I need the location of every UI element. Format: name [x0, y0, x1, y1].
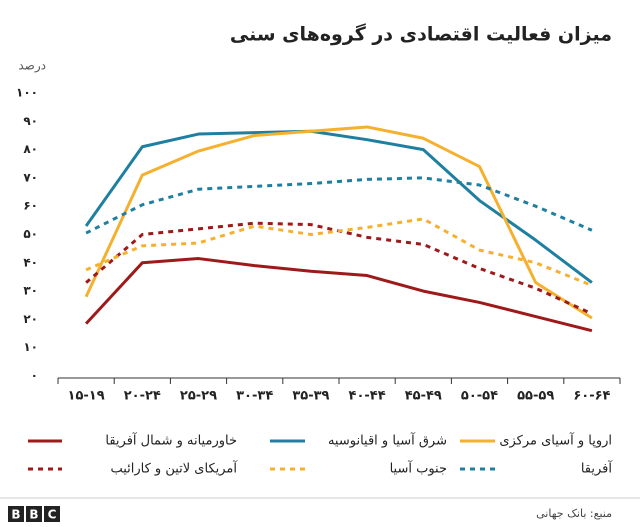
legend-label: خاورمیانه و شمال آفریقا — [105, 432, 237, 449]
y-tick-label: ۸۰ — [23, 142, 38, 156]
y-tick-label: ۵۰ — [23, 227, 38, 241]
y-axis-label: درصد — [18, 59, 46, 74]
y-tick-label: ۹۰ — [23, 114, 38, 128]
y-tick-label: ۲۰ — [23, 312, 38, 326]
y-tick-label: ۷۰ — [23, 170, 38, 184]
logo-box — [8, 506, 24, 522]
series-line — [85, 217, 593, 287]
logo-box — [44, 506, 60, 522]
x-tick-label: ۳۰-۳۴ — [236, 389, 273, 404]
x-tick-label: ۶۰-۶۴ — [573, 389, 610, 404]
series-line — [84, 125, 593, 320]
y-tick-label: ۶۰ — [23, 199, 38, 213]
y-tick-label: ۰ — [31, 369, 38, 383]
legend-label: شرق آسیا و اقیانوسیه — [328, 432, 447, 449]
logo-letter: B — [29, 508, 38, 522]
legend-label: اروپا و آسیای مرکزی — [499, 432, 612, 449]
legend-label: جنوب آسیا — [390, 460, 447, 477]
chart-title: میزان فعالیت اقتصادی در گروه‌های سنی — [230, 23, 612, 46]
series-line — [85, 176, 593, 235]
y-tick-label: ۴۰ — [23, 255, 38, 269]
series-line — [84, 129, 593, 284]
x-tick-label: ۵۵-۵۹ — [517, 389, 554, 404]
y-tick-label: ۱۰ — [23, 340, 38, 354]
source: منبع: بانک جهانی — [536, 507, 612, 520]
x-tick-label: ۱۵-۱۹ — [68, 389, 105, 404]
x-tick-label: ۴۰-۴۴ — [349, 389, 386, 404]
x-tick-label: ۲۵-۲۹ — [180, 389, 217, 404]
logo-letter: B — [11, 508, 20, 522]
legend-label: آمریکای لاتین و کارائیب — [110, 460, 238, 477]
x-tick-label: ۴۵-۴۹ — [405, 389, 442, 404]
x-tick-label: ۵۰-۵۴ — [461, 389, 498, 404]
series-line — [85, 221, 593, 316]
legend-label: آفریقا — [581, 460, 614, 477]
y-tick-label: ۱۰۰ — [16, 86, 38, 100]
logo-box — [26, 506, 42, 522]
x-tick-label: ۳۵-۳۹ — [292, 389, 329, 404]
x-tick-label: ۲۰-۲۴ — [124, 389, 161, 404]
logo-letter: C — [48, 508, 57, 522]
logo: B B C — [8, 506, 60, 522]
series-line — [84, 257, 593, 333]
y-tick-label: ۳۰ — [23, 284, 38, 298]
